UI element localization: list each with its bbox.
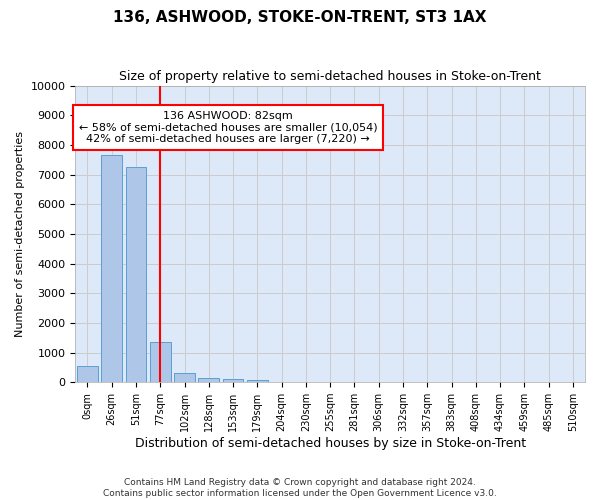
Bar <box>101 156 122 382</box>
Bar <box>199 378 219 382</box>
Text: 136, ASHWOOD, STOKE-ON-TRENT, ST3 1AX: 136, ASHWOOD, STOKE-ON-TRENT, ST3 1AX <box>113 10 487 25</box>
Bar <box>77 366 98 382</box>
Text: 136 ASHWOOD: 82sqm  
← 58% of semi-detached houses are smaller (10,054)
42% of s: 136 ASHWOOD: 82sqm ← 58% of semi-detache… <box>79 111 377 144</box>
Title: Size of property relative to semi-detached houses in Stoke-on-Trent: Size of property relative to semi-detach… <box>119 70 541 83</box>
Bar <box>174 374 195 382</box>
Y-axis label: Number of semi-detached properties: Number of semi-detached properties <box>15 131 25 337</box>
Text: Contains HM Land Registry data © Crown copyright and database right 2024.
Contai: Contains HM Land Registry data © Crown c… <box>103 478 497 498</box>
Bar <box>150 342 170 382</box>
X-axis label: Distribution of semi-detached houses by size in Stoke-on-Trent: Distribution of semi-detached houses by … <box>134 437 526 450</box>
Bar <box>223 380 244 382</box>
Bar <box>125 167 146 382</box>
Bar <box>247 380 268 382</box>
